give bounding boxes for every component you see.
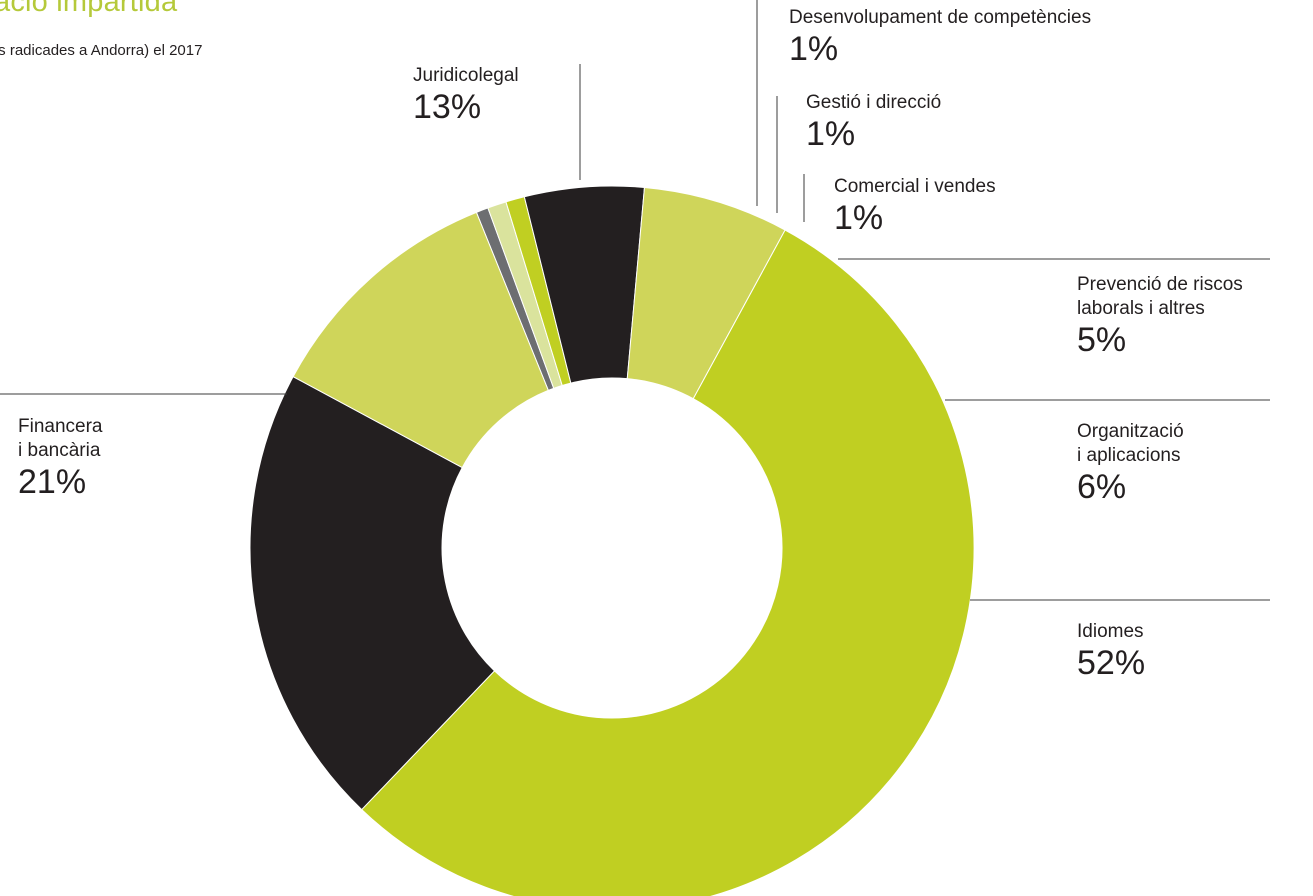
label-idiomes: Idiomes 52%	[1077, 620, 1145, 680]
slice-percent: 13%	[413, 88, 482, 126]
slice-percent: 1%	[834, 199, 884, 237]
slice-percent: 1%	[806, 115, 856, 153]
label-juridicolegal: Juridicolegal 13%	[413, 64, 519, 124]
label-comercial-i-vendes: Comercial i vendes 1%	[834, 175, 996, 235]
label-prevencio-de-riscos-laborals-i-altres: Prevenció de riscos laborals i altres 5%	[1077, 273, 1243, 357]
slice-name: Juridicolegal	[413, 65, 519, 86]
slice-idiomes	[361, 229, 975, 896]
chart-subtitle: ts radicades a Andorra) el 2017	[0, 42, 203, 59]
slice-name: laborals i altres	[1077, 298, 1205, 319]
label-organitzacio-i-aplicacions: Organització i aplicacions 6%	[1077, 420, 1184, 504]
slice-percent: 6%	[1077, 468, 1127, 506]
label-financera-i-bancaria: Financera i bancària 21%	[18, 415, 103, 499]
slice-name: Organització	[1077, 421, 1184, 442]
slice-percent: 5%	[1077, 321, 1127, 359]
slice-percent: 1%	[789, 30, 839, 68]
slice-name: i bancària	[18, 440, 101, 461]
slice-name: Financera	[18, 416, 103, 437]
slice-name: Comercial i vendes	[834, 176, 996, 197]
label-desenvolupament-de-competencies: Desenvolupament de competències 1%	[789, 6, 1091, 66]
slice-name: Prevenció de riscos	[1077, 274, 1243, 295]
slice-percent: 52%	[1077, 644, 1146, 682]
label-gestio-i-direccio: Gestió i direcció 1%	[806, 91, 941, 151]
slice-percent: 21%	[18, 463, 87, 501]
slice-name: Idiomes	[1077, 621, 1144, 642]
slice-name: Desenvolupament de competències	[789, 7, 1092, 28]
chart-title: ació impartida	[0, 0, 178, 18]
slice-financera-i-bancaria	[249, 375, 496, 811]
slice-name: Gestió i direcció	[806, 92, 942, 113]
slice-name: i aplicacions	[1077, 445, 1181, 466]
slice-juridicolegal	[292, 211, 549, 469]
